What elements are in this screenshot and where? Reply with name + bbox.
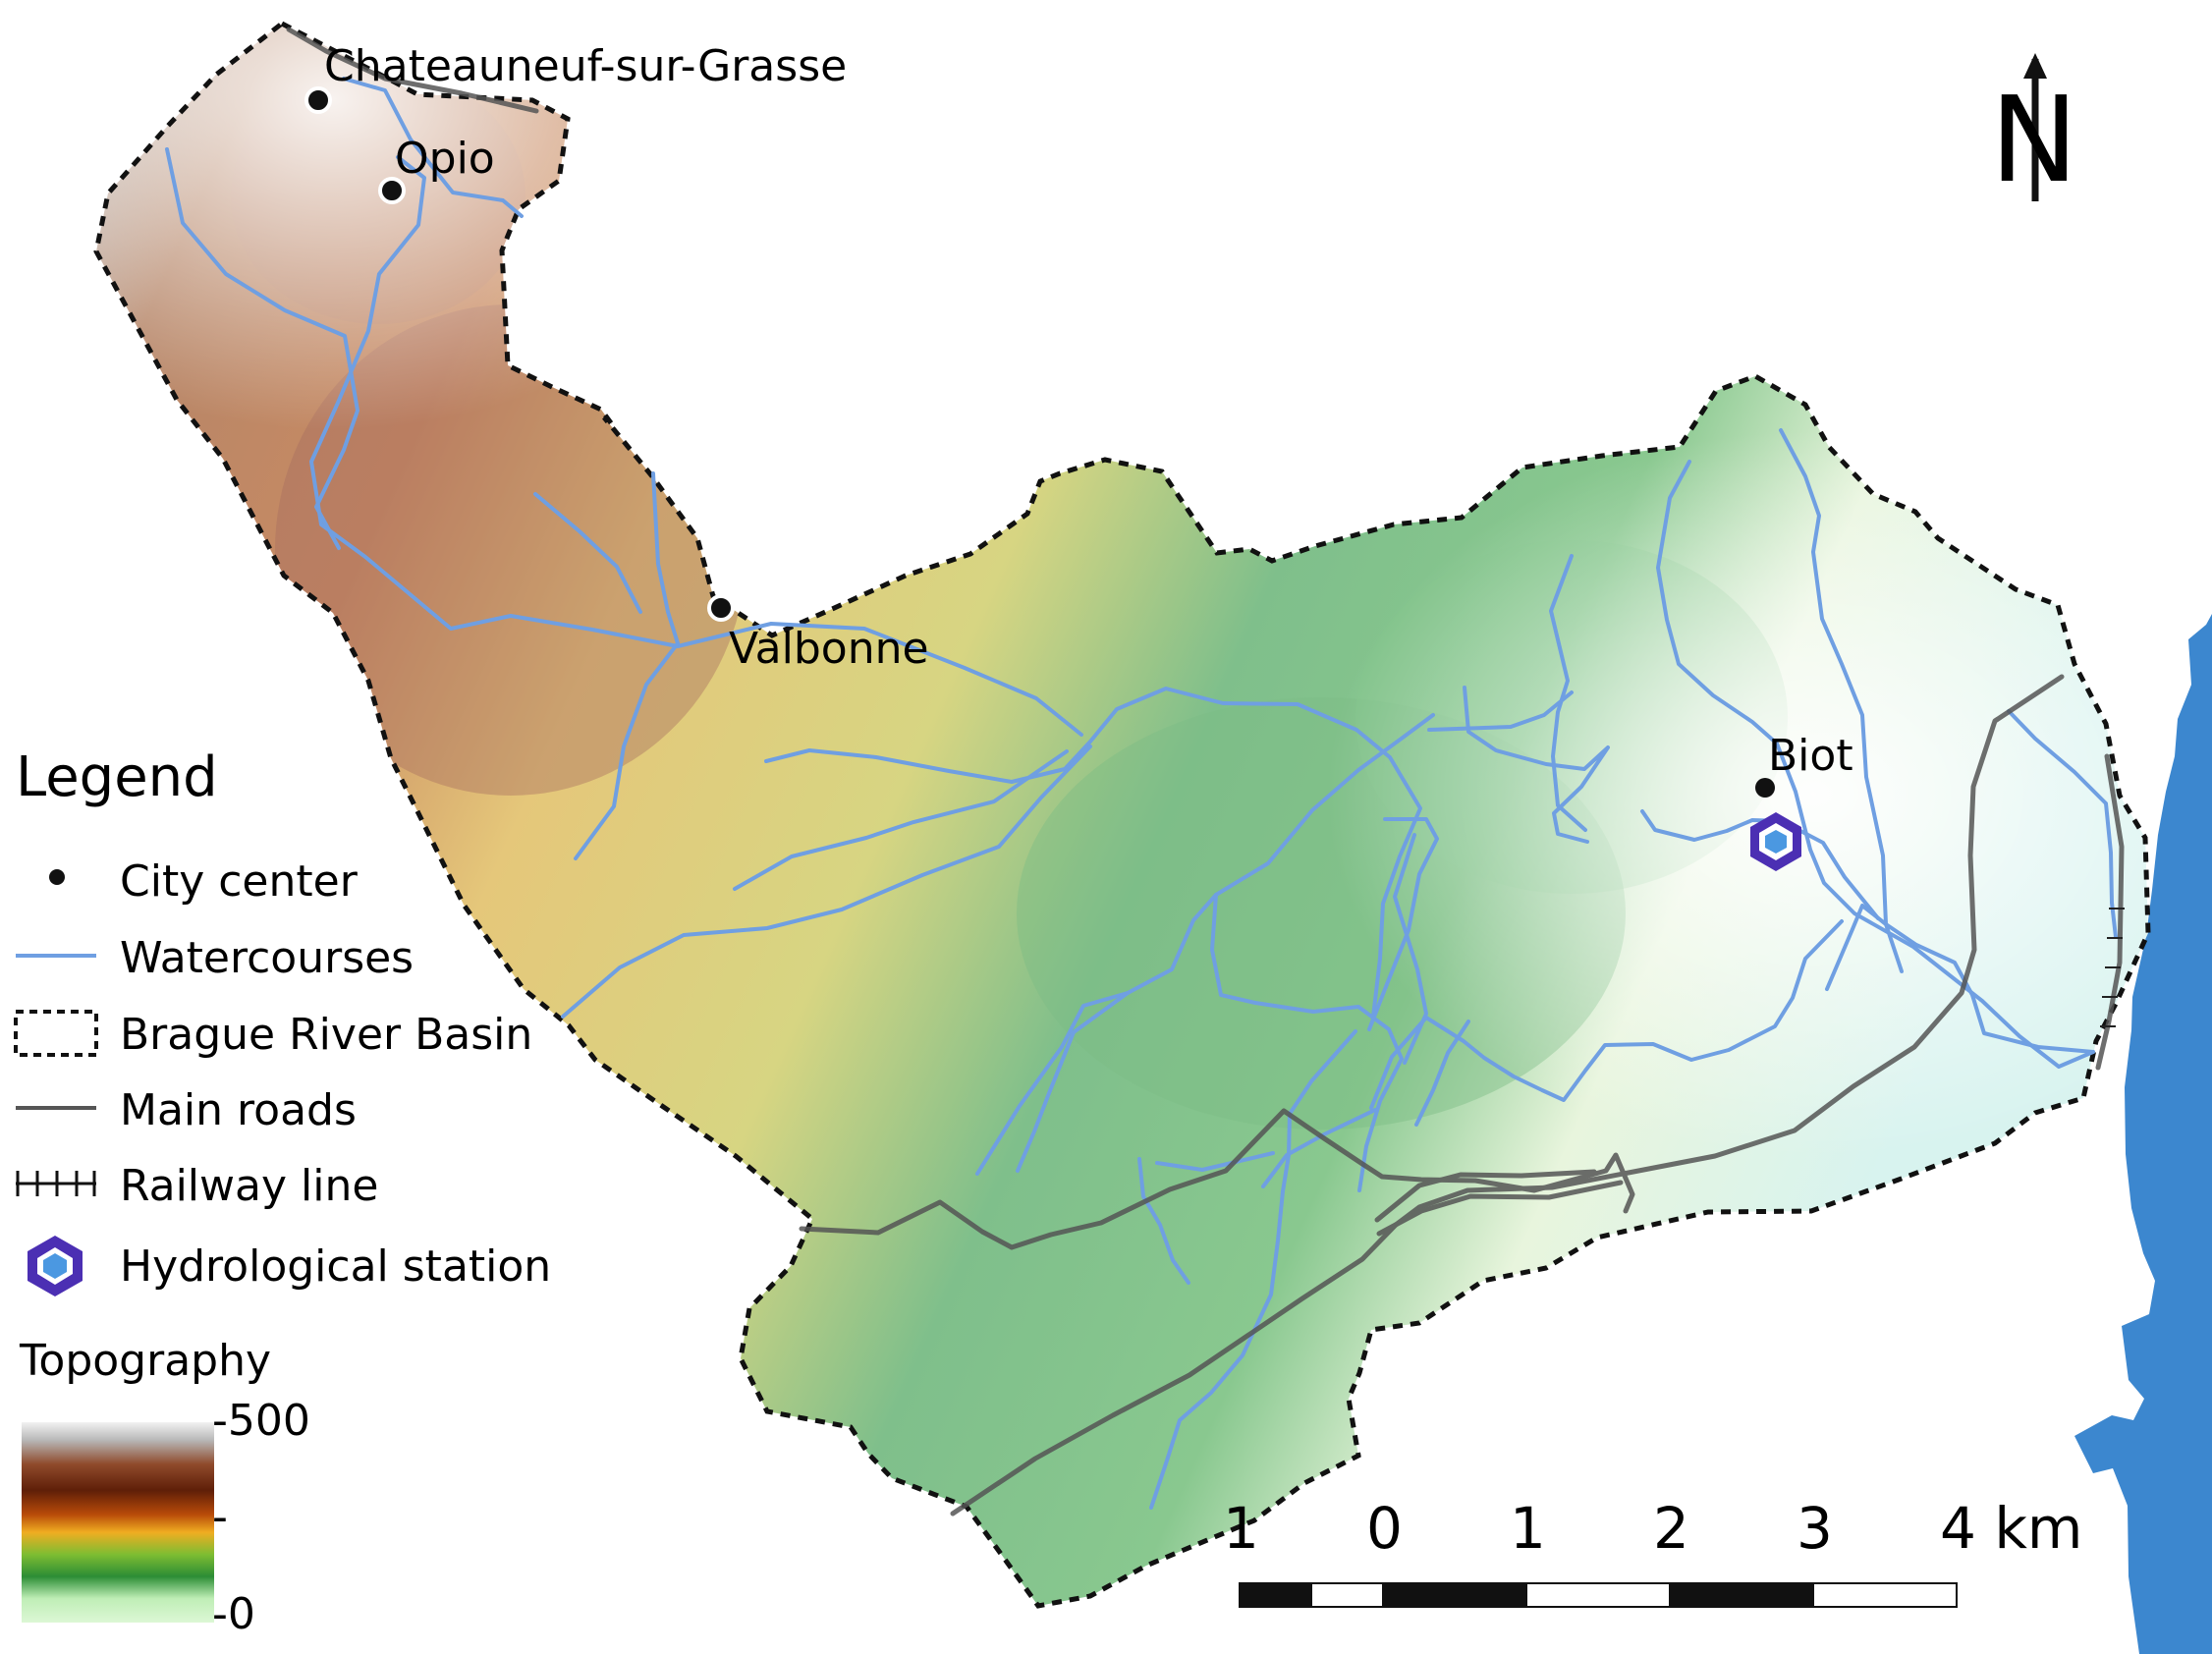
legend-label-main-roads: Main roads [120,1085,357,1135]
watercourse [1367,817,1439,1031]
topography-tick-bottom: -0 [212,1589,255,1639]
watercourse [342,77,524,218]
city-marker-biot [1755,778,1775,798]
legend: Legend City center Watercourses Brague R… [14,745,551,1639]
railway-ticks [2100,908,2125,1027]
topography-scale: -500 - -0 [22,1396,310,1639]
city-label-valbonne: Valbonne [729,624,929,674]
legend-railway: Railway line [16,1161,378,1211]
watercourse [1210,893,1404,1192]
watercourses-layer [165,77,2118,1510]
watercourse [651,471,680,645]
sea [2074,614,2212,1654]
scale-bar: 1 0 1 2 3 4 km [1223,1495,2082,1608]
legend-label-railway: Railway line [120,1161,378,1211]
watercourse [764,687,1422,1019]
watercourse [733,749,1069,891]
scale-label-2: 2 [1653,1495,1689,1562]
scale-label-1: 1 [1510,1495,1546,1562]
watercourse [2007,709,2118,939]
watercourse [165,147,359,550]
city-marker-chateauneuf [304,86,332,114]
basin-boundary [93,21,2151,1609]
watercourse [1779,428,1904,973]
watercourse [1149,1029,1357,1510]
hydrological-station-marker [1750,812,1801,871]
watercourse [1016,991,1130,1173]
scale-label-3: 3 [1797,1495,1833,1562]
city-marker-valbonne [707,594,735,622]
legend-hydro-station: Hydrological station [28,1236,551,1296]
legend-watercourses: Watercourses [16,933,414,983]
watercourse [1414,1020,1470,1127]
railway-parallel [1376,1180,1624,1237]
topography-tick-middle: - [212,1492,228,1542]
city-label-chateauneuf: Chateauneuf-sur-Grasse [324,41,847,91]
legend-main-roads: Main roads [16,1085,357,1135]
legend-label-basin: Brague River Basin [120,1010,532,1060]
legend-city-center: City center [49,856,359,907]
watercourse [1463,686,1610,844]
legend-title: Legend [16,745,218,809]
city-label-opio: Opio [395,134,495,184]
railway-parallel [1374,1169,1597,1223]
watercourse [1369,1016,1428,1110]
scale-label-1-left: 1 [1223,1495,1259,1562]
city-label-biot: Biot [1768,731,1853,781]
topography-tick-top: -500 [212,1396,310,1446]
watercourse [1424,919,1844,1102]
watercourse [1393,833,1428,1065]
watercourse [1656,460,2095,1069]
north-arrow-letter: N [1990,73,2078,209]
watercourse [561,744,1092,1019]
watercourse [975,713,1435,1176]
watercourse [1155,1151,1275,1172]
watercourse [1549,554,1587,832]
watercourse [1640,809,1880,920]
watercourse [533,492,642,614]
scale-label-0: 0 [1366,1495,1403,1562]
legend-label-hydro-station: Hydrological station [120,1241,551,1292]
city-marker-opio [378,177,406,204]
watercourse [1261,1108,1377,1188]
watercourse [1137,1157,1190,1285]
watercourse [1825,904,2095,1054]
city-markers [304,86,1775,798]
watercourse [309,155,1083,737]
watercourse [574,641,680,860]
roads-layer [286,27,2125,1516]
main-road [286,27,539,114]
scale-label-4km: 4 km [1940,1495,2082,1562]
legend-label-city-center: City center [120,856,359,907]
north-arrow: N [1990,53,2078,209]
legend-basin: Brague River Basin [14,1010,532,1060]
railway [950,674,2065,1516]
coastal-rail [2095,753,2125,1071]
topography-title: Topography [19,1336,271,1386]
legend-label-watercourses: Watercourses [120,933,414,983]
